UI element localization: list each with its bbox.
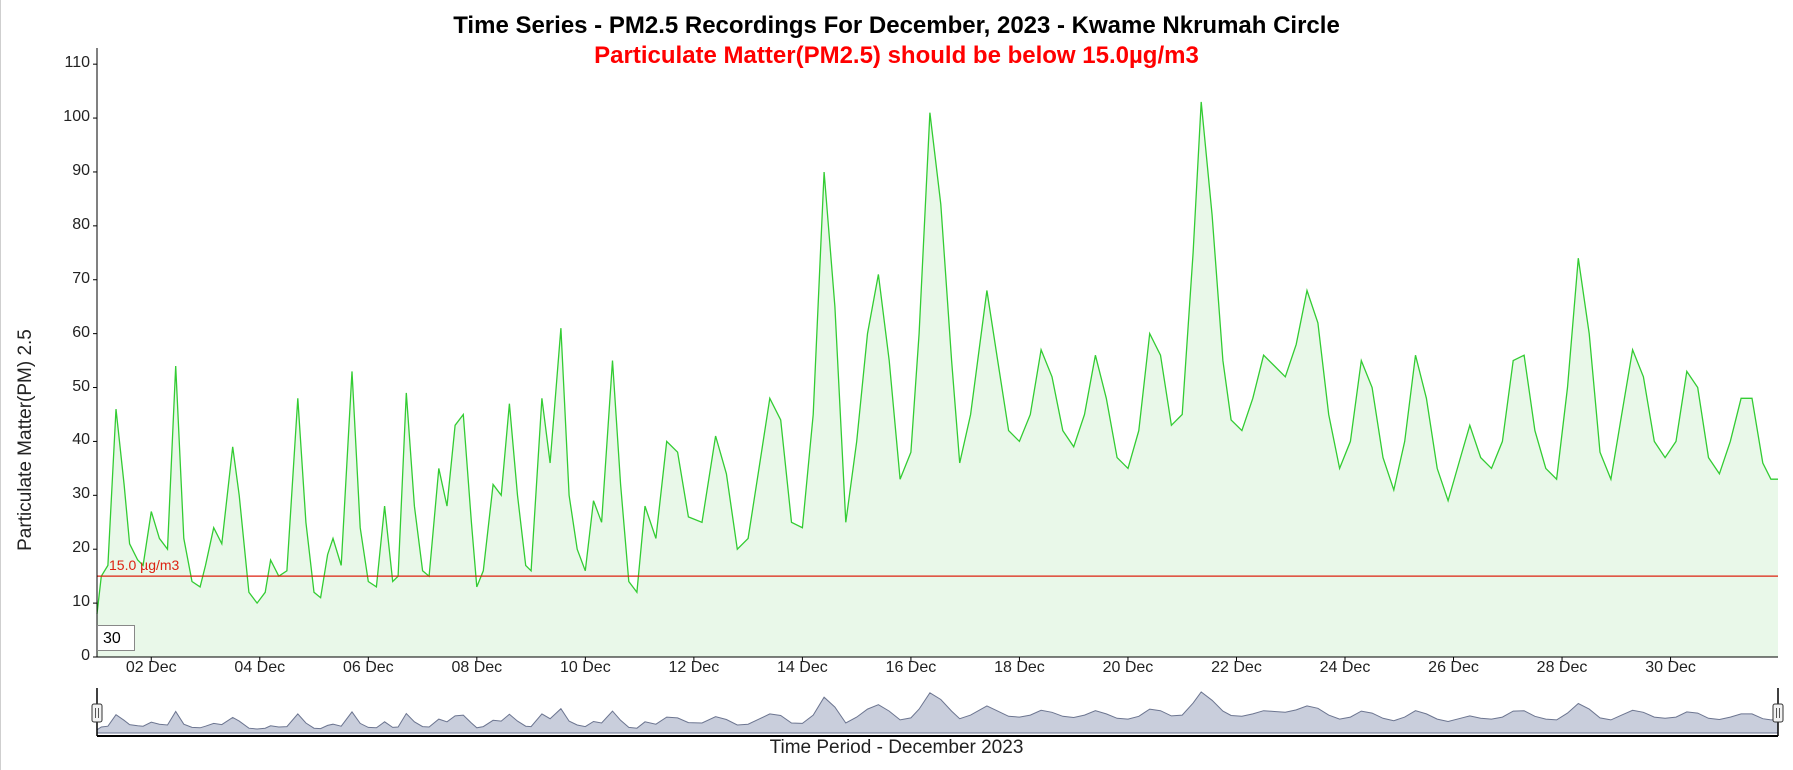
reference-line-label: 15.0 µg/m3: [109, 557, 180, 573]
y-tick-label: 50: [72, 377, 90, 395]
chart-title: Time Series - PM2.5 Recordings For Decem…: [453, 12, 1340, 39]
x-tick-label: 12 Dec: [668, 659, 720, 676]
y-tick-label: 60: [72, 323, 90, 341]
y-tick-label: 90: [72, 161, 90, 179]
range-navigator[interactable]: [91, 688, 1784, 737]
y-tick-label: 40: [72, 431, 90, 449]
y-tick-label: 20: [72, 539, 90, 557]
x-tick-label: 04 Dec: [234, 659, 286, 676]
y-tick-label: 110: [64, 54, 90, 72]
navigator-area: [96, 691, 1779, 734]
x-tick-label: 14 Dec: [777, 659, 828, 676]
chart-subtitle: Particulate Matter(PM2.5) should be belo…: [594, 42, 1199, 69]
x-tick-label: 02 Dec: [125, 659, 177, 676]
series-line-0: [96, 101, 1778, 614]
x-tick-label: 10 Dec: [559, 659, 611, 676]
navigator-handle-right: [1772, 703, 1784, 723]
y-tick-label: 10: [72, 593, 90, 611]
x-tick-label: 16 Dec: [885, 659, 937, 676]
x-axis-label: Time Period - December 2023: [769, 737, 1024, 758]
page-left-border: [0, 0, 1, 770]
y-tick-label: 30: [72, 485, 90, 503]
x-tick-label: 06 Dec: [342, 659, 394, 676]
x-tick-label: 30 Dec: [1645, 659, 1696, 676]
navigator-handle-left: [91, 703, 103, 723]
x-tick-label: 28 Dec: [1536, 659, 1588, 676]
x-tick-label: 08 Dec: [451, 659, 503, 676]
y-tick-label: 100: [63, 108, 90, 126]
y-tick-label: 70: [72, 269, 90, 287]
x-tick-label: 24 Dec: [1319, 659, 1371, 676]
roll-period-input[interactable]: 30: [97, 625, 135, 651]
x-tick-label: 26 Dec: [1428, 659, 1479, 676]
x-tick-label: 20 Dec: [1102, 659, 1154, 676]
y-tick-label: 80: [72, 215, 90, 233]
x-tick-label: 22 Dec: [1211, 659, 1262, 676]
plot-layer: 15.0 µg/m3: [93, 48, 1778, 661]
y-tick-label: 0: [81, 647, 90, 664]
series-area-0: [97, 101, 1778, 657]
x-tick-label: 18 Dec: [994, 659, 1045, 676]
